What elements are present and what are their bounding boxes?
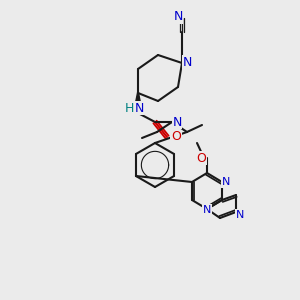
Text: O: O <box>196 152 206 164</box>
Text: N: N <box>134 101 144 115</box>
Text: N: N <box>203 205 211 215</box>
Text: N: N <box>182 56 192 68</box>
Text: N: N <box>222 177 230 187</box>
Text: O: O <box>171 130 181 143</box>
Text: N: N <box>173 11 183 23</box>
Text: N: N <box>236 210 244 220</box>
Polygon shape <box>134 93 142 108</box>
Text: N: N <box>172 116 182 128</box>
Text: H: H <box>124 101 134 115</box>
